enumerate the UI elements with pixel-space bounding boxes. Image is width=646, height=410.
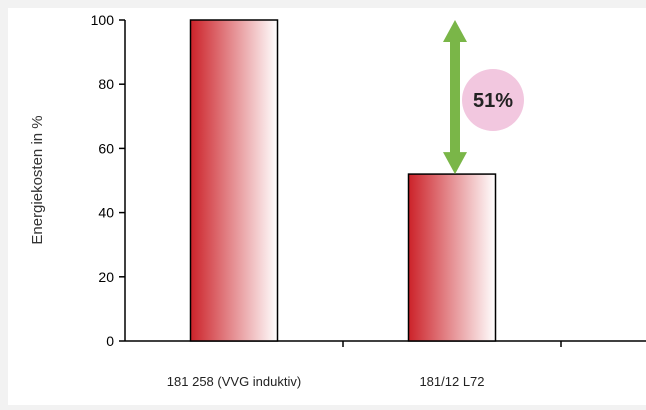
x-tick-label: 181 258 (VVG induktiv) [167,374,301,389]
bar [189,19,279,342]
x-tick-label: 181/12 L72 [419,374,484,389]
percent-badge [462,69,524,132]
y-tick-label: 100 [91,12,115,28]
plot-background [8,8,646,405]
y-tick-label: 80 [98,76,114,92]
y-tick-label: 60 [98,140,114,156]
annotation: 51% [443,20,524,175]
percent-badge-label: 51% [473,90,513,112]
bar [407,173,497,342]
y-tick-label: 40 [98,205,114,221]
bars: 181 258 (VVG induktiv) 181/12 L72 [167,19,497,389]
y-axis-label: Energiekosten in % [29,115,46,244]
y-tick-label: 0 [106,333,114,349]
y-tick-label: 20 [98,269,114,285]
reduction-arrow [443,20,467,175]
